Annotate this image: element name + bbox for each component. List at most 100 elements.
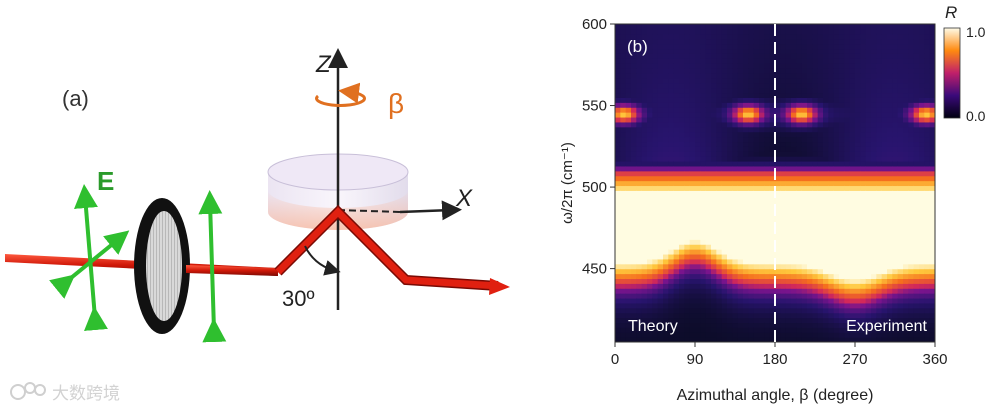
heatmap-cell: [748, 195, 755, 201]
heatmap-cell: [716, 278, 723, 284]
heatmap-cell: [919, 87, 925, 94]
heatmap-cell: [828, 293, 835, 299]
heatmap-cell: [865, 175, 872, 182]
heatmap-cell: [855, 82, 861, 89]
heatmap-cell: [705, 312, 712, 319]
heatmap-cell: [780, 209, 787, 216]
heatmap-cell: [887, 327, 893, 333]
heatmap-cell: [897, 146, 904, 152]
heatmap-cell: [737, 312, 744, 319]
heatmap-cell: [817, 160, 824, 167]
heatmap-cell: [801, 146, 808, 152]
heatmap-cell: [647, 24, 653, 30]
heatmap-cell: [737, 58, 744, 64]
transmitted-beam: [186, 265, 278, 276]
heatmap-cell: [908, 205, 915, 211]
heatmap-cell: [839, 82, 845, 89]
heatmap-cell: [796, 156, 803, 162]
heatmap-cell: [839, 156, 845, 162]
heatmap-cell: [860, 63, 867, 69]
heatmap-cell: [897, 317, 904, 324]
heatmap-cell: [892, 48, 899, 54]
heatmap-cell: [919, 28, 925, 35]
heatmap-cell: [775, 92, 781, 98]
heatmap-cell: [929, 200, 935, 206]
heatmap-cell: [780, 102, 787, 108]
heatmap-cell: [839, 126, 845, 133]
heatmap-cell: [828, 229, 835, 235]
heatmap-cell: [769, 151, 776, 157]
panel-a-label: (a): [62, 86, 89, 111]
heatmap-cell: [615, 77, 621, 84]
heatmap-cell: [743, 82, 749, 89]
heatmap-cell: [785, 82, 792, 89]
heatmap-cell: [801, 268, 808, 275]
heatmap-cell: [780, 126, 787, 133]
heatmap-cell: [892, 244, 899, 250]
heatmap-cell: [876, 273, 883, 279]
heatmap-cell: [631, 28, 637, 35]
heatmap-cell: [748, 87, 755, 94]
heatmap-cell: [855, 263, 861, 270]
heatmap-cell: [908, 327, 915, 333]
heatmap-cell: [807, 297, 813, 304]
heatmap-cell: [828, 126, 835, 133]
heatmap-cell: [769, 131, 776, 138]
heatmap-cell: [855, 146, 861, 152]
heatmap-cell: [743, 195, 749, 201]
heatmap-cell: [705, 131, 712, 138]
heatmap-cell: [929, 165, 935, 172]
heatmap-cell: [748, 190, 755, 196]
heatmap-cell: [673, 263, 680, 270]
heatmap-cell: [908, 273, 915, 279]
heatmap-cell: [652, 87, 659, 94]
heatmap-cell: [673, 68, 680, 74]
heatmap-cell: [844, 307, 851, 314]
heatmap-cell: [908, 92, 915, 98]
heatmap-cell: [700, 283, 707, 289]
heatmap-cell: [855, 126, 861, 133]
heatmap-cell: [705, 268, 712, 275]
heatmap-cell: [695, 156, 701, 162]
heatmap-cell: [743, 288, 749, 294]
heatmap-cell: [705, 244, 712, 250]
heatmap-cell: [924, 38, 931, 45]
heatmap-cell: [780, 48, 787, 54]
heatmap-cell: [855, 258, 861, 265]
heatmap-cell: [673, 327, 680, 333]
heatmap-cell: [695, 297, 701, 304]
heatmap-cell: [823, 297, 829, 304]
heatmap-cell: [684, 239, 691, 245]
heatmap-cell: [924, 253, 931, 260]
heatmap-cell: [833, 82, 840, 89]
heatmap-cell: [892, 72, 899, 79]
heatmap-cell: [844, 268, 851, 275]
e-field-arrows: [49, 184, 130, 331]
heatmap-cell: [871, 288, 877, 294]
heatmap-cell: [647, 175, 653, 182]
heatmap-cell: [769, 195, 776, 201]
heatmap-cell: [892, 58, 899, 64]
heatmap-cell: [929, 102, 935, 108]
heatmap-cell: [881, 263, 888, 270]
heatmap-cell: [631, 146, 637, 152]
heatmap-cell: [732, 224, 739, 231]
heatmap-cell: [743, 165, 749, 172]
heatmap-cell: [679, 205, 685, 211]
heatmap-cell: [849, 48, 856, 54]
heatmap-cell: [849, 224, 856, 231]
heatmap-cell: [887, 63, 893, 69]
heatmap-cell: [807, 195, 813, 201]
heatmap-cell: [716, 322, 723, 328]
heatmap-cell: [807, 33, 813, 40]
heatmap-cell: [924, 190, 931, 196]
heatmap-cell: [897, 112, 904, 118]
heatmap-cell: [721, 131, 728, 138]
heatmap-cell: [615, 293, 621, 299]
heatmap-cell: [924, 72, 931, 79]
heatmap-cell: [700, 72, 707, 79]
colorbar-min-label: 0.0: [966, 108, 986, 124]
heatmap-cell: [657, 33, 664, 40]
heatmap-cell: [913, 322, 920, 328]
heatmap-cell: [913, 131, 920, 138]
